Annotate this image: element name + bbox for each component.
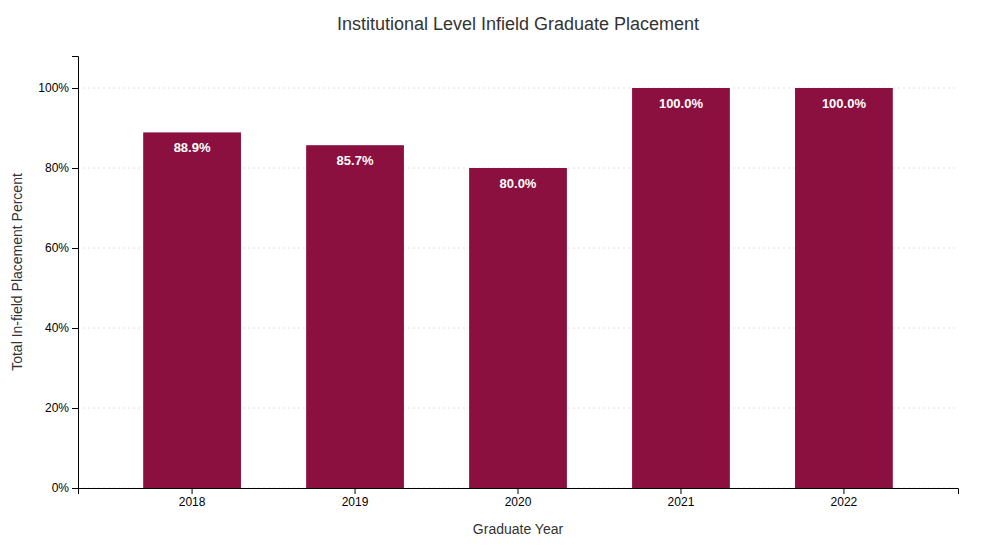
- data-label: 85.7%: [337, 153, 374, 168]
- y-tick-mark: [72, 408, 78, 409]
- bar: [632, 88, 730, 488]
- y-tick-label: 20%: [45, 401, 69, 415]
- y-tick-label: 60%: [45, 241, 69, 255]
- grid: [78, 88, 958, 488]
- x-tick-label: 2020: [505, 495, 532, 509]
- y-tick: 80%: [45, 161, 78, 175]
- y-tick-mark: [72, 248, 78, 249]
- y-tick-label: 100%: [38, 81, 69, 95]
- plot: 0% 20% 40% 60% 80% 100% 2018 2019 2020 2021 2022 88…: [38, 57, 958, 509]
- x-tick-mark: [192, 488, 193, 494]
- data-label: 100.0%: [659, 96, 704, 111]
- y-tick-mark: [72, 88, 78, 89]
- x-tick-label: 2021: [668, 495, 695, 509]
- x-axis-line: [79, 489, 959, 495]
- bars: [143, 88, 893, 488]
- y-axis-title: Total In-field Placement Percent: [9, 173, 25, 371]
- x-axis: 2018 2019 2020 2021 2022: [79, 488, 959, 509]
- x-tick: 2018: [179, 488, 206, 509]
- x-tick-mark: [680, 488, 681, 494]
- y-axis: 0% 20% 40% 60% 80% 100%: [38, 57, 78, 496]
- x-tick-mark: [518, 488, 519, 494]
- y-tick-mark: [72, 168, 78, 169]
- y-tick: 20%: [45, 401, 78, 415]
- bar: [795, 88, 893, 488]
- y-tick: 100%: [38, 81, 78, 95]
- data-label: 88.9%: [174, 140, 211, 155]
- x-tick-label: 2018: [179, 495, 206, 509]
- data-label: 100.0%: [822, 96, 867, 111]
- y-tick-label: 0%: [52, 481, 70, 495]
- y-axis-line: [72, 57, 79, 489]
- x-tick: 2019: [342, 488, 369, 509]
- y-tick-label: 80%: [45, 161, 69, 175]
- bar: [306, 145, 404, 488]
- x-tick-label: 2019: [342, 495, 369, 509]
- y-tick-mark: [72, 488, 78, 489]
- y-tick: 60%: [45, 241, 78, 255]
- y-tick: 40%: [45, 321, 78, 335]
- x-axis-title: Graduate Year: [473, 521, 564, 537]
- data-labels: 88.9% 85.7% 80.0% 100.0% 100.0%: [174, 96, 867, 191]
- title: Institutional Level Infield Graduate Pla…: [337, 14, 699, 34]
- x-tick-mark: [355, 488, 356, 494]
- x-tick: 2021: [668, 488, 695, 509]
- y-tick-mark: [72, 328, 78, 329]
- data-label: 80.0%: [500, 176, 537, 191]
- y-tick-label: 40%: [45, 321, 69, 335]
- y-tick: 0%: [52, 481, 78, 495]
- chart: 0% 20% 40% 60% 80% 100% 2018 2019 2020 2021 2022 88…: [0, 0, 982, 552]
- bar: [143, 132, 241, 488]
- x-tick: 2020: [505, 488, 532, 509]
- x-tick: 2022: [831, 488, 858, 509]
- bar: [469, 168, 567, 488]
- x-tick-label: 2022: [831, 495, 858, 509]
- page: {"chart_data": {"type": "bar", "title": …: [0, 0, 982, 552]
- x-tick-mark: [843, 488, 844, 494]
